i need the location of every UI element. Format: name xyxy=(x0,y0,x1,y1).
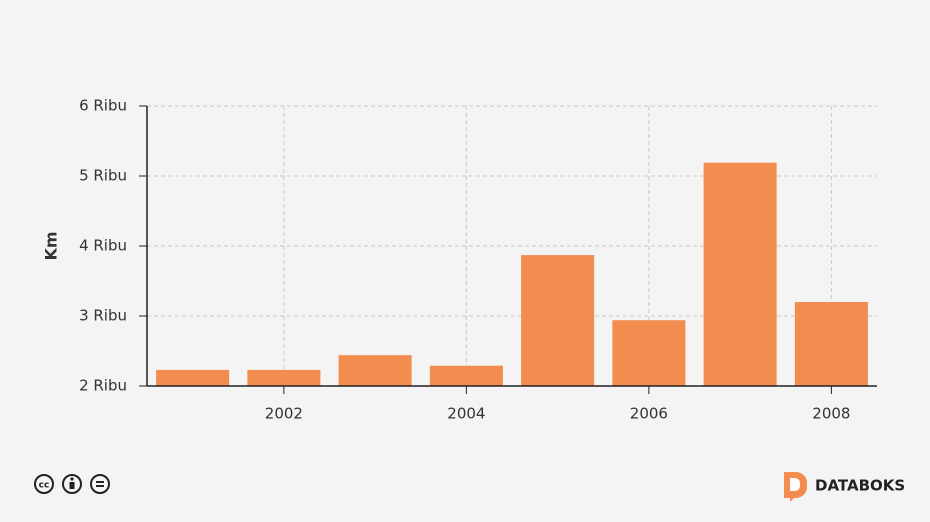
y-tick-label: 5 Ribu xyxy=(79,167,127,185)
brand-logo xyxy=(784,472,807,502)
y-tick-label: 3 Ribu xyxy=(79,307,127,325)
y-tick-label: 6 Ribu xyxy=(79,97,127,115)
svg-text:cc: cc xyxy=(39,481,50,491)
x-tick-label: 2004 xyxy=(447,405,485,423)
x-tick-label: 2008 xyxy=(812,405,850,423)
bar xyxy=(247,369,321,386)
brand-name: DATABOKS xyxy=(815,477,905,495)
bar xyxy=(156,369,230,386)
x-tick-label: 2006 xyxy=(630,405,668,423)
y-axis-label: Km xyxy=(42,231,61,260)
bar xyxy=(703,162,777,386)
bar xyxy=(338,355,412,386)
bar xyxy=(521,255,595,386)
cc-icons: cc xyxy=(34,474,110,494)
bar xyxy=(794,302,868,386)
y-tick-label: 2 Ribu xyxy=(79,377,127,395)
x-tick-label: 2002 xyxy=(265,405,303,423)
bar xyxy=(429,365,503,386)
bar xyxy=(612,320,686,386)
y-tick-label: 4 Ribu xyxy=(79,237,127,255)
